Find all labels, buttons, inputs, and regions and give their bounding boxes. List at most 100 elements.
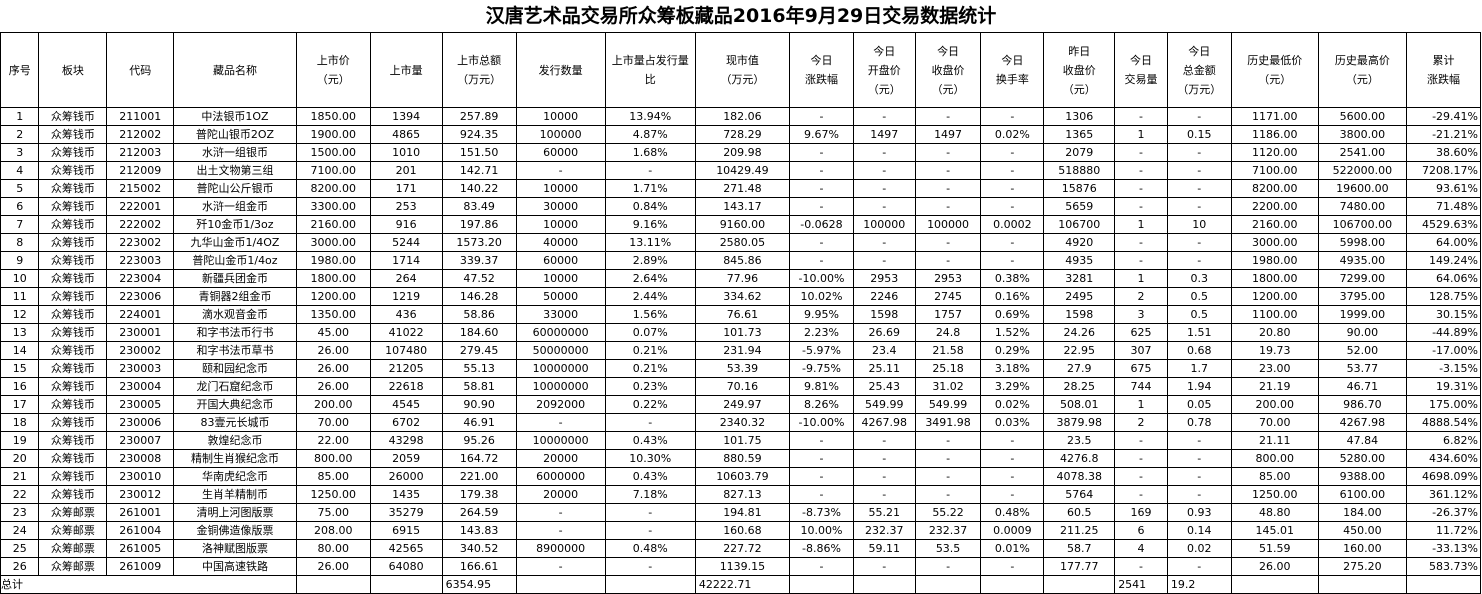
cell-listing-total: 164.72 [441, 449, 517, 468]
cell-amount: 0.78 [1166, 413, 1232, 432]
cell-hist-high: 160.00 [1317, 539, 1407, 558]
cell-change: - [789, 449, 854, 468]
cell-seq: 9 [0, 251, 40, 270]
cell-listing-ratio: 0.84% [604, 197, 696, 216]
cell-volume: - [1114, 251, 1168, 270]
header-open-price: 今日 开盘价 （元） [852, 32, 916, 108]
header-line: 交易量 [1124, 73, 1158, 86]
cell-market-value: 53.39 [694, 359, 791, 378]
cell-listing-total: 46.91 [441, 413, 517, 432]
cell-seq: 18 [0, 413, 40, 432]
cell-prev-close: 22.95 [1043, 341, 1116, 360]
cell-turnover: 0.02% [980, 125, 1045, 144]
cell-change: 9.95% [789, 305, 854, 324]
cell-volume: - [1114, 557, 1168, 576]
cell-hist-low: 1200.00 [1230, 287, 1319, 306]
cell-name: 普陀山金币1/4oz [173, 251, 297, 270]
cell-seq: 8 [0, 233, 40, 252]
header-line: 总金额 [1182, 63, 1216, 77]
cell-hist-low: 1186.00 [1230, 125, 1319, 144]
cell-code: 230002 [106, 341, 175, 360]
header-line: （元） [316, 73, 350, 86]
cell-turnover: 0.01% [980, 539, 1045, 558]
cell-change: - [789, 251, 854, 270]
cell-listing-qty: 5244 [369, 233, 443, 252]
cell-seq: 6 [0, 197, 40, 216]
cell-close-price: - [914, 179, 982, 198]
cell-cum-change: -44.89% [1405, 323, 1482, 342]
cell-volume: - [1114, 485, 1168, 504]
header-line: 历史最高价 [1334, 54, 1390, 67]
cell-hist-low: 8200.00 [1230, 179, 1319, 198]
cell-prev-close: 1598 [1043, 305, 1116, 324]
cell-listing-ratio: 10.30% [604, 449, 696, 468]
cell-hist-high: 46.71 [1317, 377, 1407, 396]
cell-open-price: - [852, 233, 916, 252]
cell-listing-price: 1250.00 [295, 485, 371, 504]
cell-change: - [789, 431, 854, 450]
cell-open-price: 1598 [852, 305, 916, 324]
table-row: 24 众筹邮票 261004 金铜佛造像版票 208.00 6915 143.83- -160… [0, 521, 1482, 540]
cell-cum-change: 6.82% [1405, 431, 1482, 450]
cell-change: - [789, 485, 854, 504]
header-line: 上市量 [389, 63, 423, 77]
cell-prev-close: 4078.38 [1043, 467, 1116, 486]
cell-close-price: 31.02 [914, 377, 982, 396]
cell-issue-qty: - [515, 503, 606, 522]
cell-open-price: - [852, 557, 916, 576]
cell-seq: 19 [0, 431, 40, 450]
table-row: 20 众筹钱币 230008 精制生肖猴纪念币 800.00 2059 164.72 2000… [0, 449, 1482, 468]
cell-name: 水浒一组银币 [173, 143, 297, 162]
cell-change: 10.00% [789, 521, 854, 540]
cell-listing-total: 83.49 [441, 197, 517, 216]
cell-change: -5.97% [789, 341, 854, 360]
cell-listing-total: 257.89 [441, 107, 517, 126]
cell-listing-qty: 26000 [369, 467, 443, 486]
cell-sector: 众筹钱币 [38, 449, 108, 468]
header-volume: 今日 交易量 [1114, 32, 1168, 108]
cell-seq: 17 [0, 395, 40, 414]
cell-listing-qty: 41022 [369, 323, 443, 342]
cell-listing-qty: 107480 [369, 341, 443, 360]
cell-hist-low: 3000.00 [1230, 233, 1319, 252]
cell-hist-high: 53.77 [1317, 359, 1407, 378]
cell-listing-qty: 916 [369, 215, 443, 234]
cell-amount: 1.94 [1166, 377, 1232, 396]
table-row: 5 众筹钱币 215002 普陀山公斤银币 8200.00 171 140.22 10000 1… [0, 179, 1482, 198]
cell-name: 普陀山银币2OZ [173, 125, 297, 144]
cell-listing-ratio: 0.21% [604, 341, 696, 360]
cell-change: -8.73% [789, 503, 854, 522]
cell-code: 230010 [106, 467, 175, 486]
cell-seq: 14 [0, 341, 40, 360]
header-close-price: 今日 收盘价 （元） [914, 32, 982, 108]
cell-hist-high: 6100.00 [1317, 485, 1407, 504]
cell-market-value: 728.29 [694, 125, 791, 144]
cell-volume: 1 [1114, 269, 1168, 288]
cell-volume: 6 [1114, 521, 1168, 540]
cell-close-price: - [914, 467, 982, 486]
cell-turnover: - [980, 251, 1045, 270]
header-line: （元） [1062, 82, 1096, 96]
cell-sector: 众筹钱币 [38, 341, 108, 360]
table-row: 1 众筹钱币 211001 中法银币1OZ 1850.00 1394 257.89 10000… [0, 107, 1482, 126]
header-line: 上市价 [316, 54, 350, 67]
cell-issue-qty: 10000 [515, 107, 606, 126]
cell-open-price: - [852, 431, 916, 450]
header-line: （元） [1345, 73, 1379, 86]
cell-listing-qty: 264 [369, 269, 443, 288]
cell-hist-high: 4935.00 [1317, 251, 1407, 270]
cell-issue-qty: 20000 [515, 449, 606, 468]
cell-listing-price: 26.00 [295, 377, 371, 396]
header-row: 序号 板块 代码 藏品名称 上市价 （元） 上市量 上市总额 （万元） 发行数量 上市量占发行量比现… [0, 32, 1482, 108]
cell-market-value: 101.73 [694, 323, 791, 342]
cell-change: - [789, 179, 854, 198]
cell-hist-low: 19.73 [1230, 341, 1319, 360]
cell-code: 230003 [106, 359, 175, 378]
cell-listing-total: 140.22 [441, 179, 517, 198]
cell-amount: 0.15 [1166, 125, 1232, 144]
cell-name: 华南虎纪念币 [173, 467, 297, 486]
cell-open-price: 100000 [852, 215, 916, 234]
cell-change: 9.81% [789, 377, 854, 396]
cell-issue-qty: 10000 [515, 269, 606, 288]
cell-issue-qty: - [515, 557, 606, 576]
